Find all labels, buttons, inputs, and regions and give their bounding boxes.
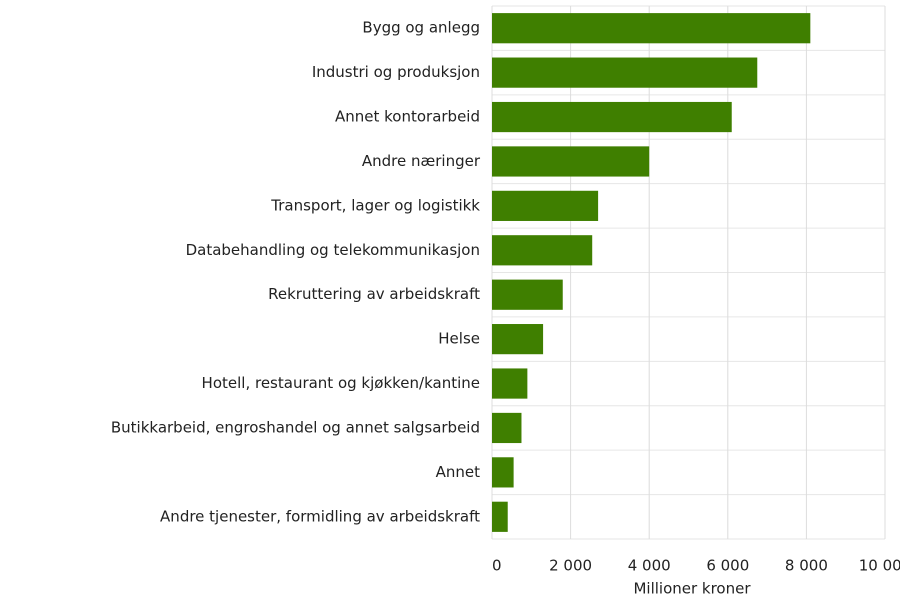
y-tick-label: Helse (438, 330, 480, 348)
y-tick-label: Industri og produksjon (312, 63, 480, 81)
y-tick-label: Transport, lager og logistikk (270, 196, 480, 214)
bar (492, 279, 563, 310)
x-tick-label: 8 000 (785, 557, 828, 575)
y-tick-label: Andre tjenester, formidling av arbeidskr… (160, 507, 480, 525)
y-tick-label: Annet (436, 463, 481, 481)
x-tick-label: 6 000 (706, 557, 749, 575)
y-tick-label: Annet kontorarbeid (335, 108, 480, 126)
bar (492, 501, 508, 532)
y-tick-label: Butikkarbeid, engroshandel og annet salg… (111, 418, 480, 436)
x-axis-title: Millioner kroner (633, 580, 751, 598)
bar (492, 412, 522, 444)
y-tick-label: Rekruttering av arbeidskraft (268, 285, 480, 303)
y-tick-label: Bygg og anlegg (362, 19, 480, 37)
bar (492, 457, 514, 488)
bar (492, 57, 758, 88)
bar (492, 190, 599, 221)
bar (492, 235, 593, 266)
y-tick-label: Databehandling og telekommunikasjon (186, 241, 480, 259)
y-tick-label: Andre næringer (362, 152, 481, 170)
x-tick-label: 2 000 (549, 557, 592, 575)
bar (492, 146, 650, 177)
x-tick-label: 4 000 (628, 557, 671, 575)
bar (492, 101, 732, 133)
x-tick-label: 10 000 (859, 557, 900, 575)
y-tick-label: Hotell, restaurant og kjøkken/kantine (202, 374, 480, 392)
bar (492, 368, 528, 399)
x-tick-label: 0 (492, 557, 502, 575)
bar (492, 13, 811, 44)
bar (492, 324, 544, 355)
